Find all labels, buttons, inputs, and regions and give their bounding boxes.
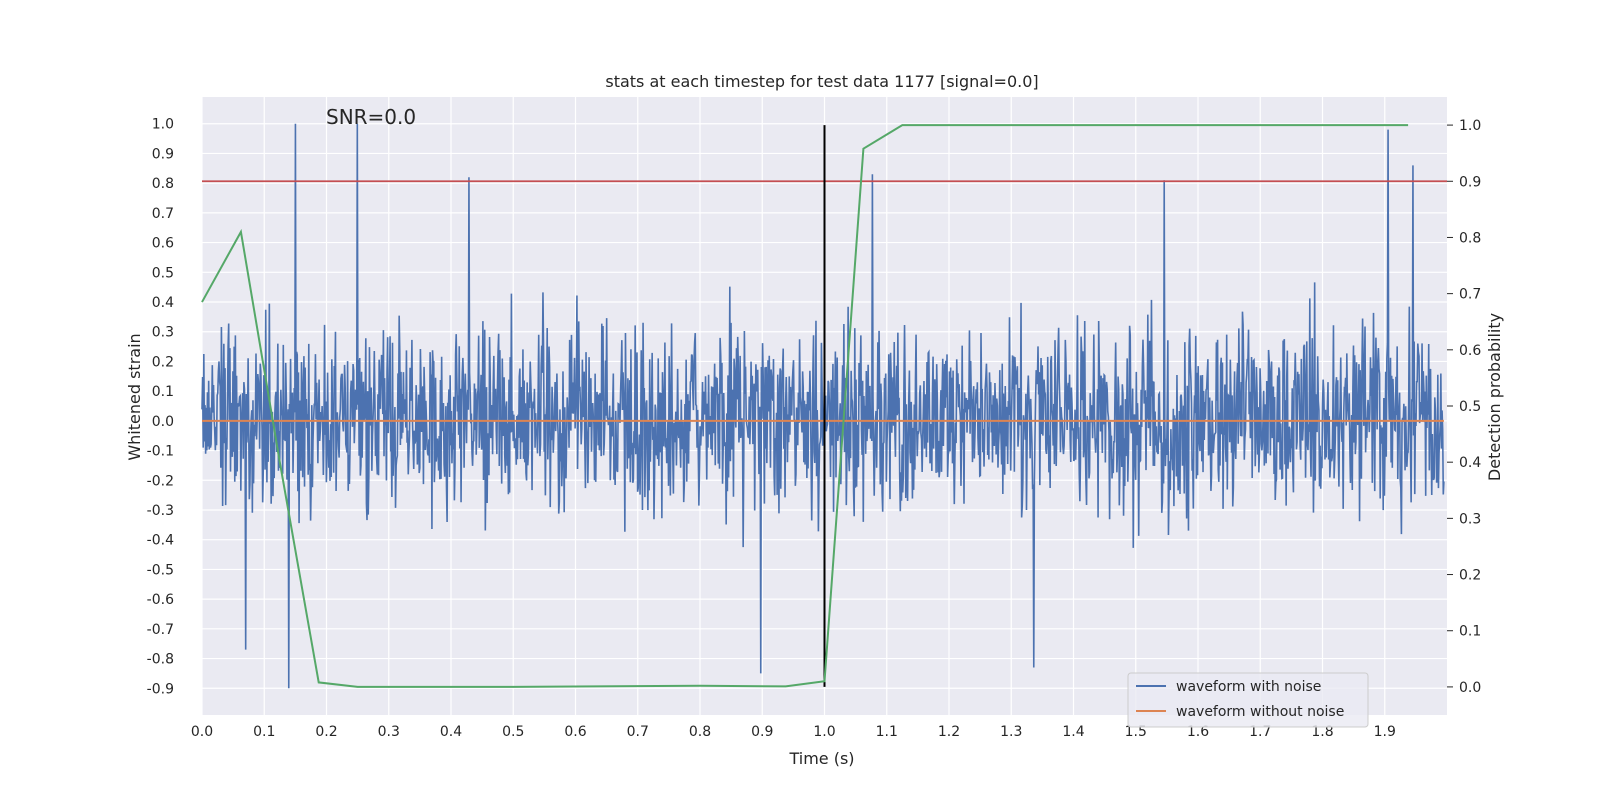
legend: waveform with noise waveform without noi… bbox=[1127, 672, 1369, 728]
detection-probability-line bbox=[201, 124, 1409, 688]
y-tick-label: -0.3 bbox=[147, 503, 174, 519]
x-tick-label: 1.9 bbox=[1374, 724, 1396, 740]
y2-tick-label: 0.7 bbox=[1459, 287, 1481, 303]
y2-tick-label: 0.5 bbox=[1459, 399, 1481, 415]
y-tick-label: 0.6 bbox=[152, 236, 174, 252]
y-tick-label: -0.9 bbox=[147, 681, 174, 697]
y2-axis-ticks: 0.0 0.1 0.2 0.3 0.4 0.5 0.6 0.7 0.8 0.9 1.0 bbox=[1447, 118, 1481, 696]
series-detection-probability bbox=[201, 124, 1409, 688]
y2-tick-label: 0.3 bbox=[1459, 511, 1481, 527]
chart-title: stats at each timestep for test data 117… bbox=[605, 72, 1038, 91]
x-tick-label: 1.3 bbox=[1000, 724, 1022, 740]
y-tick-label: -0.5 bbox=[147, 562, 174, 578]
y-tick-label: -0.2 bbox=[147, 473, 174, 489]
x-tick-label: 0.3 bbox=[378, 724, 400, 740]
x-tick-label: 0.0 bbox=[191, 724, 213, 740]
y2-tick-label: 0.4 bbox=[1459, 455, 1481, 471]
y-tick-label: 0.8 bbox=[152, 176, 174, 192]
x-tick-label: 0.5 bbox=[502, 724, 524, 740]
y-tick-label: -0.7 bbox=[147, 622, 174, 638]
x-tick-label: 1.4 bbox=[1062, 724, 1084, 740]
y-tick-label: 0.5 bbox=[152, 265, 174, 281]
waveform-with-noise-line bbox=[201, 123, 1445, 689]
y2-axis-label: Detection probability bbox=[1485, 313, 1504, 481]
x-axis-ticks: 0.0 0.1 0.2 0.3 0.4 0.5 0.6 0.7 0.8 0.9 1.0 1.1 1.2 1… bbox=[191, 724, 1396, 740]
legend-box bbox=[1127, 672, 1369, 728]
x-tick-label: 0.8 bbox=[689, 724, 711, 740]
x-tick-label: 1.2 bbox=[938, 724, 960, 740]
x-tick-label: 1.5 bbox=[1125, 724, 1147, 740]
y-tick-label: -0.8 bbox=[147, 652, 174, 668]
x-tick-label: 0.7 bbox=[627, 724, 649, 740]
y-tick-label: -0.6 bbox=[147, 592, 174, 608]
legend-label-noise: waveform with noise bbox=[1176, 679, 1321, 695]
y-axis-ticks: -0.9 -0.8 -0.7 -0.6 -0.5 -0.4 -0.3 -0.2 -0.1 0.0 0… bbox=[147, 117, 174, 698]
x-tick-label: 1.8 bbox=[1311, 724, 1333, 740]
x-tick-label: 0.2 bbox=[315, 724, 337, 740]
x-tick-label: 0.9 bbox=[751, 724, 773, 740]
x-tick-label: 1.0 bbox=[813, 724, 835, 740]
snr-annotation: SNR=0.0 bbox=[326, 105, 416, 129]
y-tick-label: 0.3 bbox=[152, 325, 174, 341]
y-tick-label: 0.7 bbox=[152, 206, 174, 222]
x-tick-label: 1.6 bbox=[1187, 724, 1209, 740]
y-tick-label: 0.9 bbox=[152, 146, 174, 162]
x-tick-label: 1.7 bbox=[1249, 724, 1271, 740]
x-tick-label: 1.1 bbox=[876, 724, 898, 740]
y2-tick-label: 0.0 bbox=[1459, 680, 1481, 696]
y-tick-label: -0.4 bbox=[147, 533, 174, 549]
y2-tick-label: 0.8 bbox=[1459, 230, 1481, 246]
series-waveform-with-noise bbox=[201, 123, 1445, 689]
y-tick-label: 0.1 bbox=[152, 384, 174, 400]
y-tick-label: -0.1 bbox=[147, 444, 174, 460]
y2-tick-label: 0.2 bbox=[1459, 568, 1481, 584]
y2-tick-label: 0.9 bbox=[1459, 174, 1481, 190]
y2-tick-label: 0.1 bbox=[1459, 624, 1481, 640]
x-tick-label: 0.1 bbox=[253, 724, 275, 740]
y-tick-label: 1.0 bbox=[152, 117, 174, 133]
y-tick-label: 0.4 bbox=[152, 295, 174, 311]
y-tick-label: 0.2 bbox=[152, 354, 174, 370]
y2-tick-label: 1.0 bbox=[1459, 118, 1481, 134]
x-tick-label: 0.6 bbox=[564, 724, 586, 740]
legend-label-clean: waveform without noise bbox=[1176, 704, 1344, 720]
y-axis-label: Whitened strain bbox=[125, 333, 144, 460]
y-tick-label: 0.0 bbox=[152, 414, 174, 430]
x-axis-label: Time (s) bbox=[788, 749, 854, 768]
y2-tick-label: 0.6 bbox=[1459, 343, 1481, 359]
x-tick-label: 0.4 bbox=[440, 724, 462, 740]
